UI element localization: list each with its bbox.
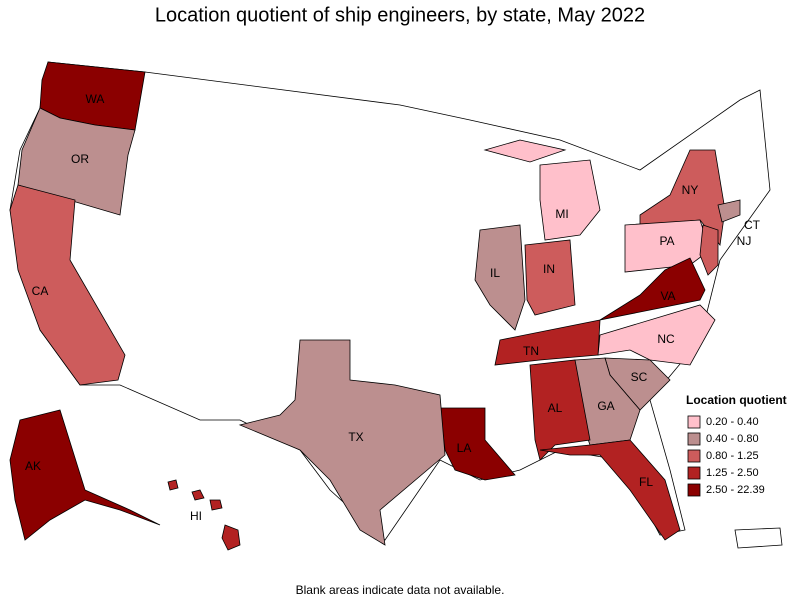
state [238,339,446,546]
state-label: CA [32,284,49,298]
puerto-rico [734,527,783,549]
state [483,139,601,241]
state [9,184,126,386]
state [599,257,706,321]
legend-label: 2.50 - 22.39 [706,484,765,496]
state-label: TN [523,344,539,358]
state-label: VA [660,289,675,303]
legend-label: 0.40 - 0.80 [706,433,759,445]
legend-title: Location quotient [686,393,787,407]
legend-label: 0.80 - 1.25 [706,450,759,462]
legend-swatch [687,449,701,463]
legend-label: 1.25 - 2.50 [706,467,759,479]
state [494,319,601,366]
state-label: MI [555,207,568,221]
state-label: AK [25,459,41,473]
state-label: WA [86,92,105,106]
state-label: NY [682,183,699,197]
legend-label: 0.20 - 0.40 [706,416,759,428]
state [439,407,516,481]
map-title: Location quotient of ship engineers, by … [155,4,645,26]
state-label: IL [490,266,500,280]
state-label: FL [639,475,653,489]
state-label: SC [631,370,648,384]
state-label: GA [597,399,614,413]
state-label: AL [548,401,563,415]
footnote: Blank areas indicate data not available. [296,583,505,597]
state [699,224,719,276]
state-label: LA [457,441,472,455]
state [17,107,136,216]
state-label: NC [657,332,675,346]
state [529,359,591,461]
state-label: PA [659,234,674,248]
state-label: CT [744,218,761,232]
legend-swatch [687,415,701,429]
state [474,224,526,331]
legend-swatch [687,432,701,446]
state-label: IN [543,262,555,276]
state-label: TX [348,430,363,444]
legend-swatch [687,483,701,497]
state [717,199,741,223]
state [9,409,161,541]
legend-swatch [687,466,701,480]
state [539,439,681,541]
state [167,479,241,551]
legend: Location quotient 0.20 - 0.40 0.40 - 0.80 0… [686,393,787,497]
state [524,239,576,316]
state [597,304,716,366]
state-label: NJ [737,234,752,248]
state-label: HI [190,509,202,523]
state-label: OR [71,152,89,166]
